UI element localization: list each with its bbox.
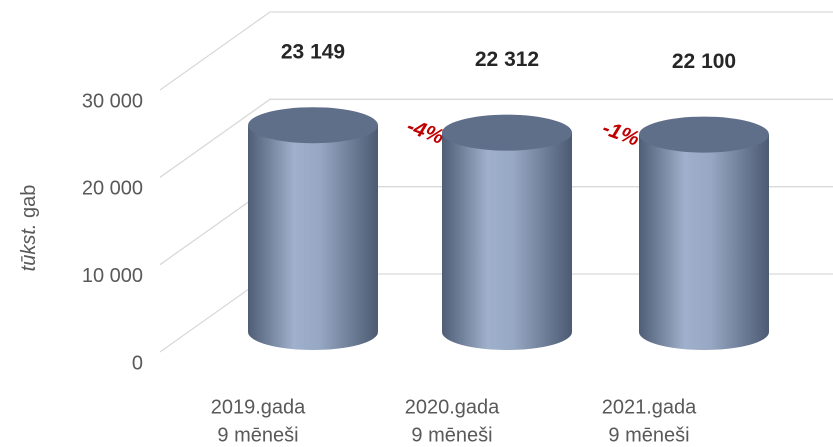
y-tick-label: 30 000: [82, 90, 143, 112]
value-label: 22 100: [672, 50, 736, 73]
y-label-text: gab: [18, 185, 40, 218]
x-tick-label: 9 mēneši: [608, 424, 689, 446]
cylinder-top: [442, 114, 572, 151]
x-tick-label: 2020.gada: [405, 396, 500, 418]
x-tick-label: 2019.gada: [211, 396, 306, 418]
x-tick-label: 9 mēneši: [217, 424, 298, 446]
grid-line: [159, 98, 833, 178]
cylinder-body: [442, 132, 572, 350]
y-tick-label: 0: [132, 352, 143, 374]
annotation: -1%: [599, 116, 642, 150]
cylinder-top: [248, 107, 378, 144]
x-tick-label: 9 mēneši: [411, 424, 492, 446]
value-label: 22 312: [475, 48, 539, 71]
x-tick-label: 2021.gada: [602, 396, 697, 418]
annotation: -4%: [404, 115, 447, 149]
cylinder: [442, 114, 572, 350]
cylinder-top: [639, 116, 769, 153]
y-tick-label: 10 000: [82, 265, 143, 287]
value-label: 23 149: [281, 41, 345, 64]
cylinder-body: [639, 134, 769, 350]
cylinder: [639, 116, 769, 350]
grid-line: [159, 11, 833, 91]
y-axis-label: tūkst. gab: [18, 185, 40, 272]
cylinder: [248, 107, 378, 350]
y-label-unit: tūkst.: [18, 224, 40, 272]
cylinder-body: [248, 125, 378, 350]
y-tick-label: 20 000: [82, 178, 143, 200]
